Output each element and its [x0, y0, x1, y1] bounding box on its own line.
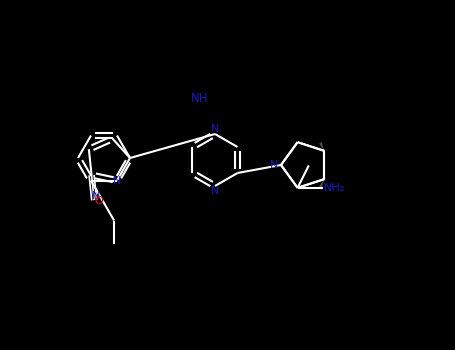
- Text: N: N: [113, 175, 121, 186]
- Text: N: N: [211, 124, 219, 134]
- Text: NH: NH: [191, 91, 209, 105]
- Polygon shape: [319, 179, 324, 188]
- Text: N: N: [211, 186, 219, 196]
- Text: N: N: [92, 191, 101, 201]
- Text: O: O: [95, 196, 103, 206]
- Polygon shape: [319, 142, 324, 151]
- Text: N: N: [270, 160, 278, 170]
- Text: NH₂: NH₂: [324, 183, 345, 193]
